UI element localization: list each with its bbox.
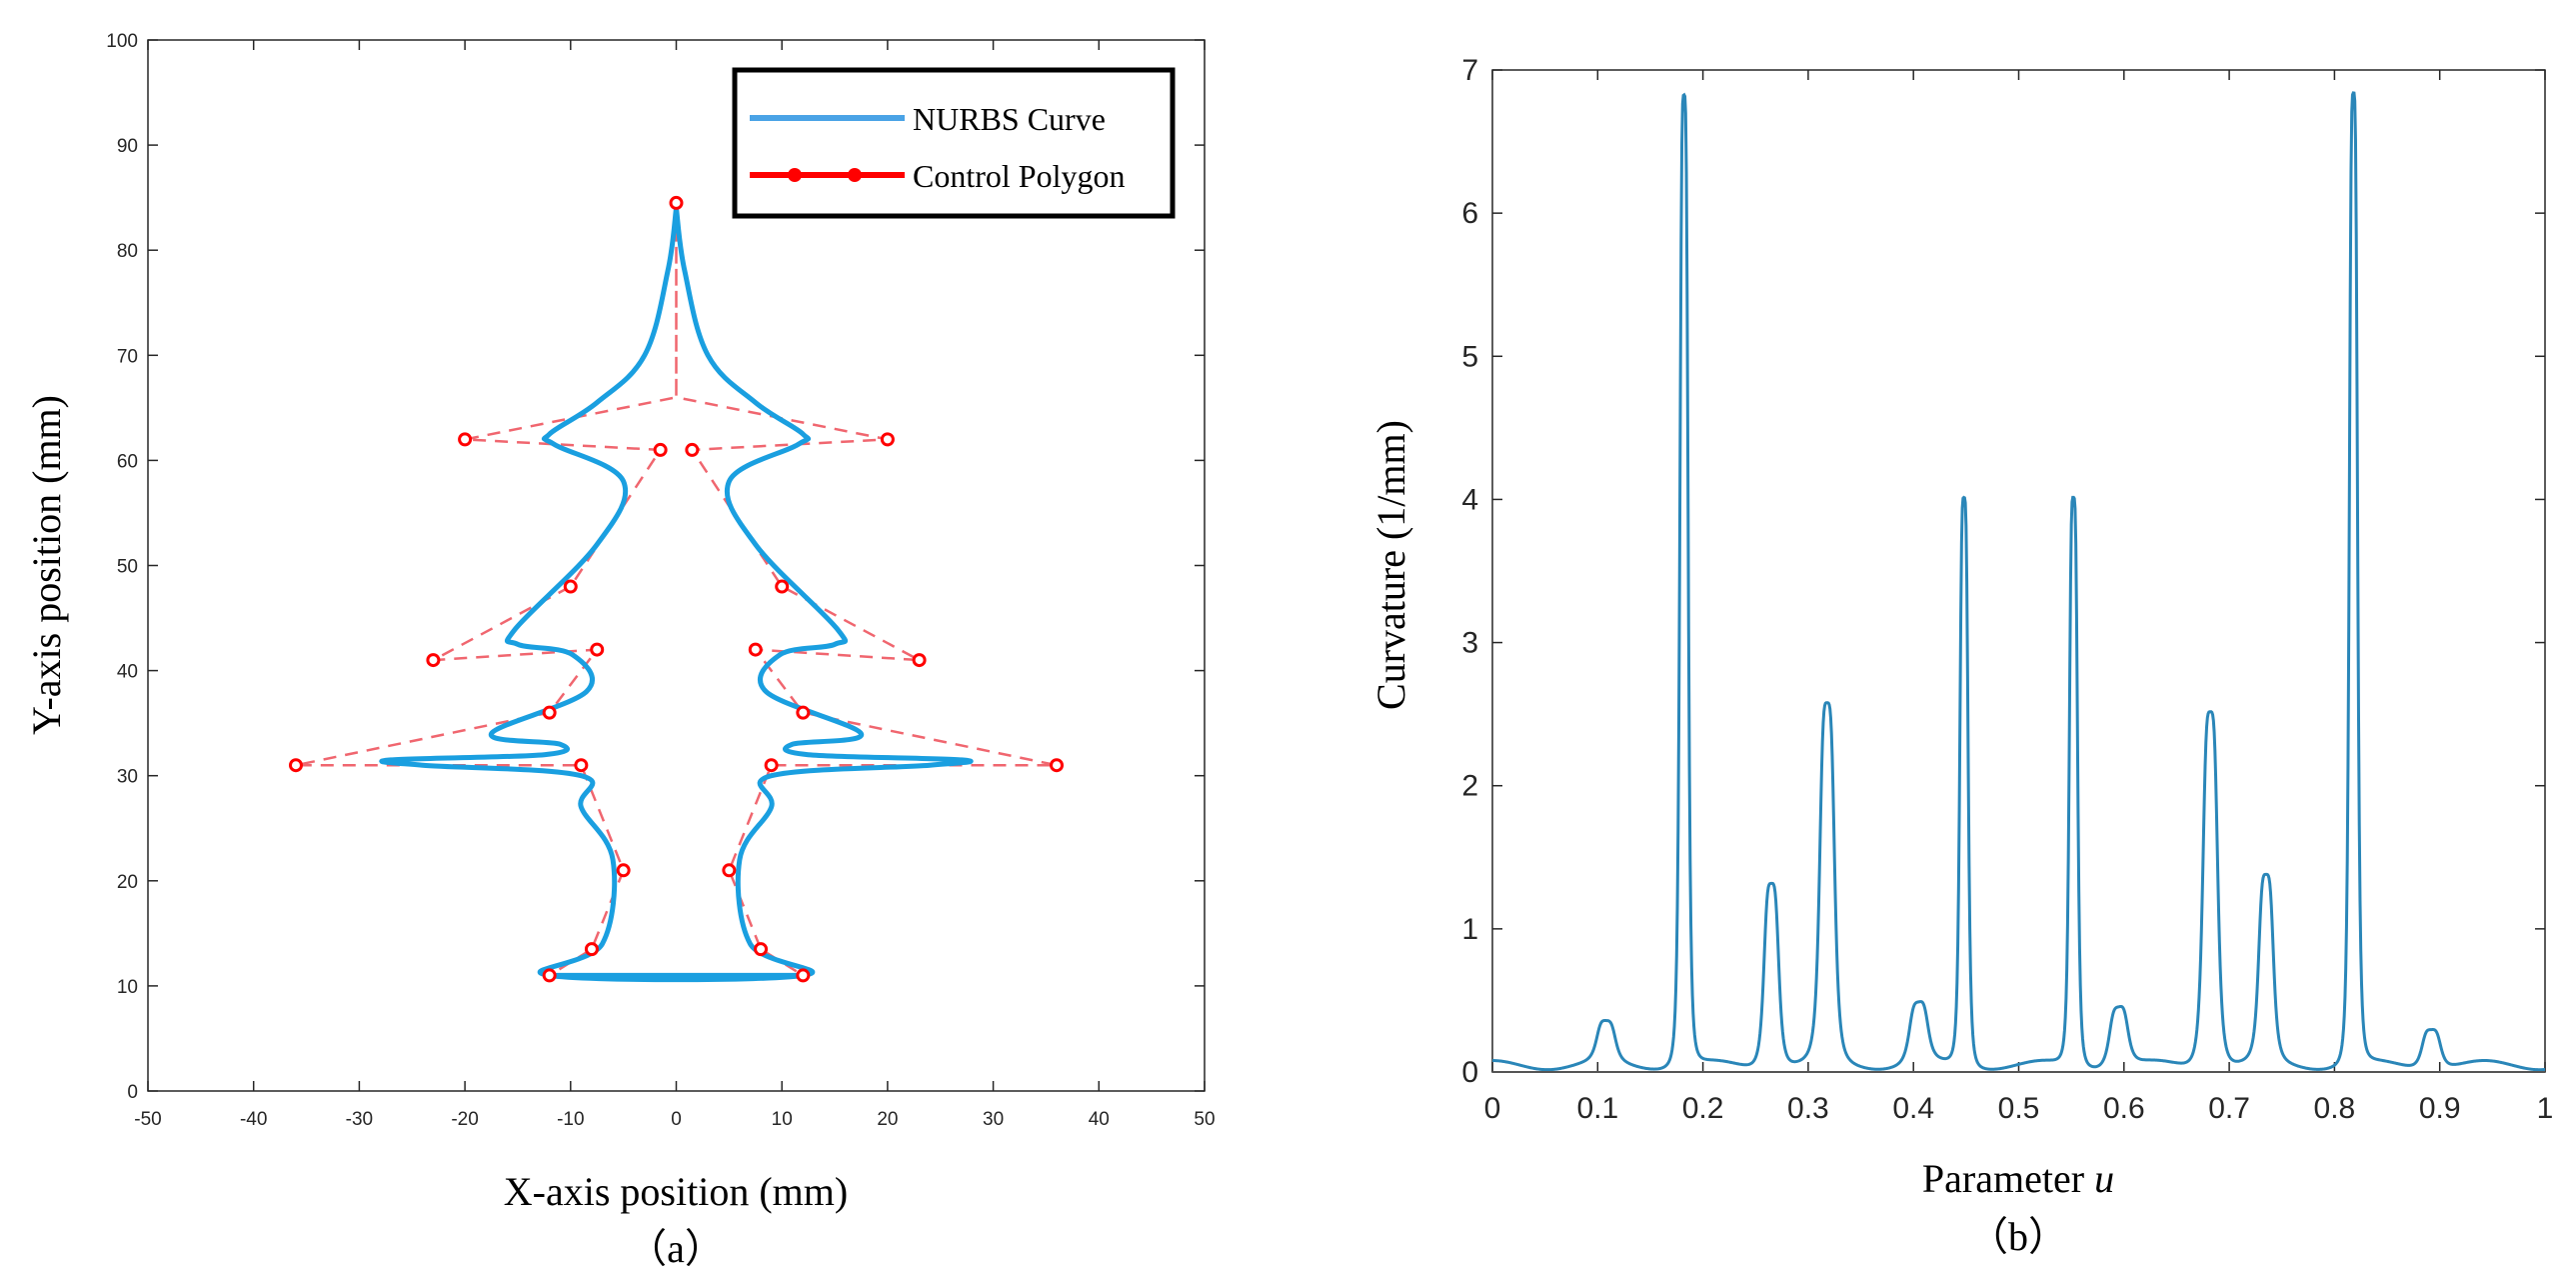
- panel-a-x-axis-label: X-axis position (mm): [504, 1169, 848, 1214]
- control-point-marker: [653, 442, 668, 457]
- panel-b-y-axis-label: Curvature (1/mm): [1368, 420, 1413, 710]
- control-point-marker: [288, 758, 303, 773]
- x-tick-label: -50: [134, 1109, 161, 1130]
- panel-b-plot-area: [1491, 69, 2546, 1073]
- y-tick-label: 40: [117, 662, 138, 683]
- panel-a-y-axis-label: Y-axis position (mm): [24, 395, 69, 735]
- panel-b-y-tick-labels: 0 1 2 3 4 5 6 7: [1461, 54, 1478, 1089]
- y-tick-label: 80: [117, 241, 138, 262]
- panel-b-x-axis-label-prefix: Parameter: [1922, 1156, 2094, 1201]
- x-tick-label: -30: [346, 1109, 373, 1130]
- panel-a-label: （a）: [627, 1226, 725, 1271]
- panel-b-x-axis-label: Parameter u: [1922, 1156, 2114, 1201]
- panel-a-y-tick-labels: 0 10 20 30 40 50 60 70 80 90 100: [106, 31, 138, 1103]
- control-point-marker: [458, 432, 473, 447]
- control-point-marker: [584, 942, 599, 957]
- y-tick-label: 100: [106, 31, 138, 52]
- x-tick-label: 30: [983, 1109, 1004, 1130]
- x-tick-label: 0.5: [1998, 1092, 2040, 1125]
- x-tick-label: 1: [2537, 1092, 2554, 1125]
- control-point-marker: [796, 705, 811, 720]
- nurbs-curve-line: [379, 207, 974, 983]
- control-point-marker: [616, 863, 631, 878]
- x-tick-label: 0.8: [2314, 1092, 2356, 1125]
- x-tick-label: -10: [557, 1109, 584, 1130]
- legend-box: [732, 67, 1176, 219]
- control-point-marker: [590, 642, 605, 657]
- control-point-marker: [563, 579, 578, 594]
- control-point-marker: [574, 758, 589, 773]
- y-tick-label: 30: [117, 767, 138, 788]
- control-point-marker: [426, 653, 441, 668]
- x-tick-label: -40: [240, 1109, 267, 1130]
- control-point-marker: [748, 642, 763, 657]
- legend-control-marker: [848, 168, 862, 182]
- control-point-marker: [669, 195, 684, 210]
- control-point-marker: [754, 942, 769, 957]
- y-tick-label: 60: [117, 451, 138, 472]
- x-tick-label: 0.2: [1682, 1092, 1724, 1125]
- y-tick-label: 20: [117, 872, 138, 893]
- control-point-marker: [542, 968, 557, 983]
- x-tick-label: 40: [1089, 1109, 1110, 1130]
- x-tick-label: 0.4: [1892, 1092, 1934, 1125]
- x-tick-label: 0.9: [2419, 1092, 2461, 1125]
- panel-b-chart: 0 0.1 0.2 0.3 0.4 0.5 0.6 0.7 0.8 0.9 1 0 1 2 3 4 5 6 7 P…: [1368, 54, 2553, 1259]
- x-tick-label: 50: [1194, 1109, 1215, 1130]
- y-tick-label: 70: [117, 346, 138, 367]
- y-tick-label: 7: [1461, 54, 1478, 87]
- panel-a-series: [288, 195, 1065, 983]
- y-tick-label: 0: [127, 1082, 138, 1103]
- control-point-marker: [912, 653, 927, 668]
- x-tick-label: 0.6: [2103, 1092, 2145, 1125]
- y-tick-label: 5: [1461, 340, 1478, 373]
- panel-b-x-axis-label-variable: u: [2094, 1156, 2114, 1201]
- control-point-marker: [880, 432, 895, 447]
- y-tick-label: 10: [117, 977, 138, 998]
- control-point-marker: [796, 968, 811, 983]
- x-tick-label: 10: [772, 1109, 793, 1130]
- control-point-marker: [685, 442, 700, 457]
- x-tick-label: 0.7: [2208, 1092, 2250, 1125]
- control-point-marker: [764, 758, 779, 773]
- control-point-marker: [775, 579, 790, 594]
- y-tick-label: 3: [1461, 627, 1478, 660]
- panel-a-ticks: [147, 39, 1206, 1092]
- legend-nurbs-label: NURBS Curve: [913, 101, 1106, 137]
- panel-b-label: （b）: [1968, 1214, 2068, 1259]
- x-tick-label: 0.1: [1576, 1092, 1618, 1125]
- x-tick-label: 0: [671, 1109, 682, 1130]
- panel-b-series: [1492, 91, 2546, 1073]
- y-tick-label: 4: [1461, 483, 1478, 516]
- x-tick-label: -20: [451, 1109, 478, 1130]
- panel-a-chart: -50 -40 -30 -20 -10 0 10 20 30 40 50 0 10 20 30 40 50 60…: [24, 31, 1216, 1271]
- panel-b-x-tick-labels: 0 0.1 0.2 0.3 0.4 0.5 0.6 0.7 0.8 0.9 1: [1484, 1092, 2554, 1125]
- control-point-marker: [1050, 758, 1065, 773]
- y-tick-label: 6: [1461, 197, 1478, 230]
- legend-control-marker: [788, 168, 802, 182]
- y-tick-label: 0: [1461, 1056, 1478, 1089]
- curvature-line: [1492, 91, 2546, 1072]
- x-tick-label: 0.3: [1787, 1092, 1829, 1125]
- control-point-marker: [722, 863, 737, 878]
- panel-a-legend: NURBS Curve Control Polygon: [732, 67, 1176, 219]
- panel-a-x-tick-labels: -50 -40 -30 -20 -10 0 10 20 30 40 50: [134, 1109, 1215, 1130]
- legend-control-label: Control Polygon: [913, 158, 1125, 194]
- control-point-marker: [542, 705, 557, 720]
- y-tick-label: 2: [1461, 770, 1478, 803]
- y-tick-label: 50: [117, 557, 138, 578]
- y-tick-label: 1: [1461, 913, 1478, 946]
- x-tick-label: 0: [1484, 1092, 1501, 1125]
- y-tick-label: 90: [117, 136, 138, 157]
- x-tick-label: 20: [877, 1109, 898, 1130]
